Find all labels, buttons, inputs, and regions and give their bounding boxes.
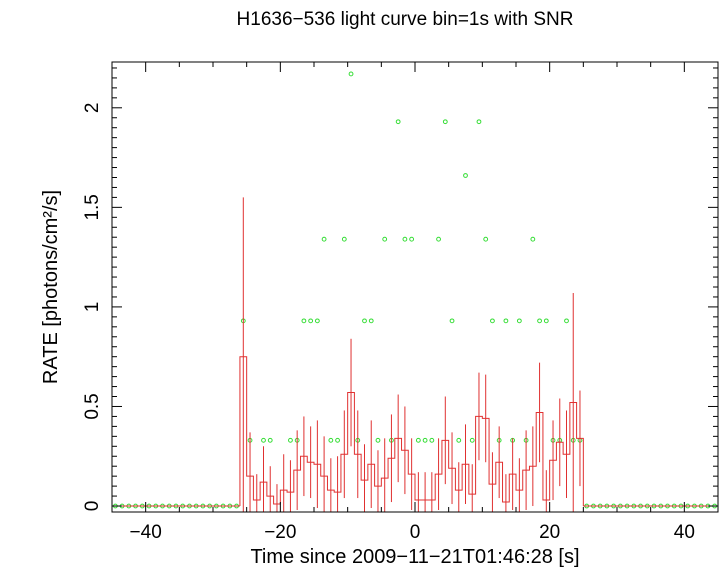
snr-point bbox=[516, 318, 522, 324]
snr-point bbox=[442, 119, 448, 125]
snr-point bbox=[530, 236, 536, 242]
snr-point bbox=[429, 437, 435, 443]
snr-point bbox=[267, 437, 273, 443]
y-tick-label: 1.5 bbox=[82, 194, 103, 220]
y-axis-label: RATE [photons/cm²/s] bbox=[40, 190, 62, 384]
snr-point bbox=[409, 236, 415, 242]
y-tick-label: 1 bbox=[82, 302, 103, 313]
x-tick-label: 20 bbox=[539, 522, 560, 543]
chart-title: H1636−536 light curve bin=1s with SNR bbox=[237, 9, 574, 30]
snr-point bbox=[301, 318, 307, 324]
y-tick-label: 2 bbox=[82, 103, 103, 114]
x-axis-label: Time since 2009−11−21T01:46:28 [s] bbox=[250, 546, 579, 568]
snr-point bbox=[503, 318, 509, 324]
snr-point bbox=[449, 318, 455, 324]
snr-point bbox=[321, 236, 327, 242]
plot-area bbox=[112, 71, 718, 512]
snr-point bbox=[308, 318, 314, 324]
snr-point bbox=[288, 437, 293, 443]
snr-point bbox=[490, 318, 495, 324]
snr-point bbox=[341, 236, 347, 242]
snr-point bbox=[368, 318, 374, 324]
x-tick-label: −40 bbox=[130, 522, 162, 543]
axis-ticks: −40 −20 0 20 40 0 0.5 1 1.5 2 bbox=[82, 62, 719, 543]
snr-point bbox=[456, 437, 462, 443]
snr-point bbox=[469, 437, 475, 443]
snr-point bbox=[328, 437, 334, 443]
x-tick-label: 40 bbox=[674, 522, 695, 543]
snr-point bbox=[261, 437, 266, 443]
snr-point bbox=[463, 173, 468, 178]
snr-point bbox=[314, 318, 320, 324]
y-tick-label: 0 bbox=[82, 501, 103, 512]
plot-frame bbox=[111, 61, 719, 513]
snr-point bbox=[382, 236, 388, 242]
x-tick-label: 0 bbox=[410, 522, 421, 543]
snr-point bbox=[415, 437, 421, 443]
snr-point bbox=[362, 318, 367, 324]
snr-point bbox=[395, 119, 401, 125]
snr-point bbox=[483, 236, 489, 242]
rate-step-line bbox=[239, 356, 584, 507]
snr-point bbox=[436, 236, 441, 242]
y-tick-label: 0.5 bbox=[82, 393, 103, 419]
snr-point bbox=[402, 236, 408, 242]
x-tick-label: −20 bbox=[264, 522, 296, 543]
snr-point bbox=[543, 318, 549, 324]
snr-point bbox=[375, 437, 381, 443]
snr-point bbox=[422, 437, 428, 443]
snr-point bbox=[476, 119, 482, 125]
snr-point bbox=[537, 318, 542, 324]
snr-point bbox=[564, 318, 569, 324]
snr-point bbox=[335, 437, 340, 443]
snr-point bbox=[348, 71, 354, 77]
